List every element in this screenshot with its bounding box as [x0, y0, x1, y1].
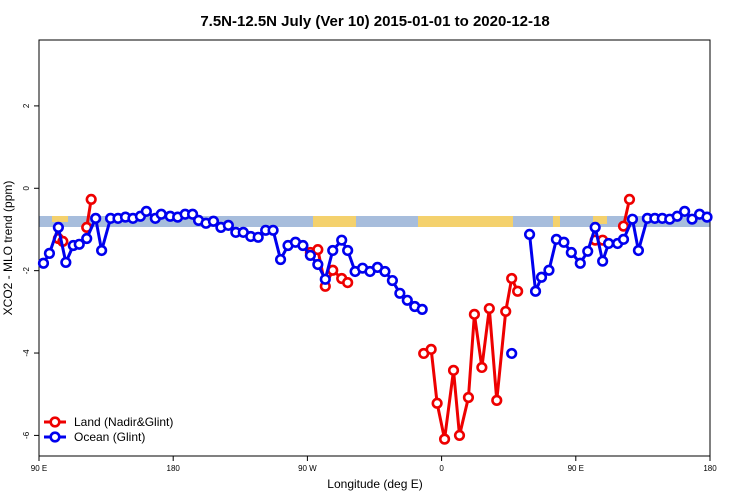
- data-point: [379, 265, 391, 278]
- data-point: [679, 205, 691, 217]
- data-point: [297, 239, 309, 252]
- data-point: [671, 210, 683, 222]
- data-point: [252, 231, 264, 243]
- data-point: [453, 429, 466, 442]
- data-point: [558, 236, 570, 248]
- y-tick-label: 0: [22, 186, 31, 191]
- data-point: [438, 433, 451, 445]
- x-tick-label: 90 E: [568, 464, 584, 473]
- data-point: [529, 285, 542, 297]
- y-tick-label: -2: [22, 267, 31, 275]
- data-point: [425, 343, 437, 355]
- data-point: [500, 305, 512, 318]
- land-band: [418, 216, 513, 227]
- data-point: [603, 237, 615, 250]
- y-tick-label: 2: [22, 103, 31, 108]
- legend-marker: [49, 431, 61, 443]
- x-tick-label: 90 W: [298, 464, 317, 473]
- data-point: [90, 212, 102, 224]
- data-point: [565, 246, 577, 259]
- data-point: [447, 364, 460, 376]
- land-band: [553, 216, 560, 227]
- data-point: [582, 245, 594, 257]
- data-point: [312, 258, 324, 271]
- data-point: [73, 238, 85, 250]
- data-point: [431, 397, 443, 409]
- land-band: [52, 216, 68, 222]
- legend-label: Land (Nadir&Glint): [74, 415, 173, 429]
- data-point: [686, 213, 698, 225]
- land-band: [593, 216, 607, 224]
- data-point: [491, 394, 503, 406]
- data-point: [506, 347, 518, 360]
- x-tick-label: 180: [703, 464, 717, 473]
- y-axis-label: XCO2 - MLO trend (ppm): [1, 181, 15, 316]
- data-point: [312, 244, 324, 256]
- data-point: [483, 302, 495, 315]
- data-point: [462, 391, 475, 404]
- data-point: [304, 249, 316, 262]
- x-tick-label: 90 E: [31, 464, 47, 473]
- legend-marker: [49, 416, 61, 428]
- data-point: [207, 215, 220, 227]
- data-point: [512, 285, 524, 297]
- data-point: [543, 264, 555, 276]
- data-point: [60, 256, 72, 269]
- data-point: [327, 244, 339, 257]
- data-point: [319, 273, 331, 285]
- data-point: [342, 244, 354, 257]
- data-point: [523, 228, 536, 241]
- x-tick-label: 0: [439, 464, 444, 473]
- data-point: [574, 257, 586, 269]
- data-point: [701, 211, 713, 223]
- data-point: [81, 232, 93, 245]
- land-mask-band: [39, 216, 710, 227]
- plot-frame: [38, 39, 711, 457]
- ocean-band: [39, 216, 710, 227]
- data-point: [43, 247, 56, 259]
- data-point: [468, 308, 481, 320]
- legend-label: Ocean (Glint): [74, 430, 145, 444]
- data-point: [155, 208, 167, 220]
- data-point: [626, 213, 639, 225]
- x-tick-label: 180: [167, 464, 181, 473]
- data-point: [52, 221, 64, 234]
- data-point: [336, 234, 348, 246]
- data-point: [401, 294, 413, 306]
- data-point: [267, 224, 279, 236]
- chart-title: 7.5N-12.5N July (Ver 10) 2015-01-01 to 2…: [200, 13, 549, 30]
- data-point: [416, 303, 428, 315]
- data-point: [506, 272, 518, 285]
- data-point: [597, 255, 609, 267]
- x-axis-label: Longitude (deg E): [327, 477, 422, 491]
- data-point: [632, 244, 645, 257]
- data-point: [96, 244, 108, 257]
- data-point: [617, 233, 630, 245]
- data-point: [386, 274, 398, 287]
- data-point: [535, 271, 548, 283]
- data-point: [589, 221, 601, 234]
- plot-area: 90 E 180 90 W 0 90 E 180 2 0 -2 -4 -6: [22, 103, 717, 473]
- data-point: [623, 193, 636, 205]
- y-tick-label: -6: [22, 431, 31, 439]
- data-point: [342, 276, 354, 289]
- data-point: [140, 205, 152, 217]
- data-point: [222, 219, 234, 231]
- data-point: [37, 257, 50, 269]
- data-point: [476, 361, 488, 374]
- data-point: [85, 193, 97, 205]
- data-point: [394, 287, 406, 299]
- data-point: [274, 253, 287, 266]
- y-tick-label: -4: [22, 349, 31, 357]
- land-band: [313, 216, 356, 227]
